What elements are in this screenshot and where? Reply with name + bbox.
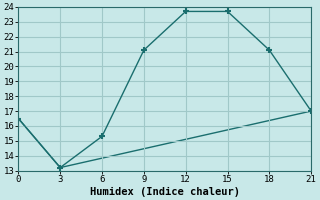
X-axis label: Humidex (Indice chaleur): Humidex (Indice chaleur) <box>90 186 240 197</box>
